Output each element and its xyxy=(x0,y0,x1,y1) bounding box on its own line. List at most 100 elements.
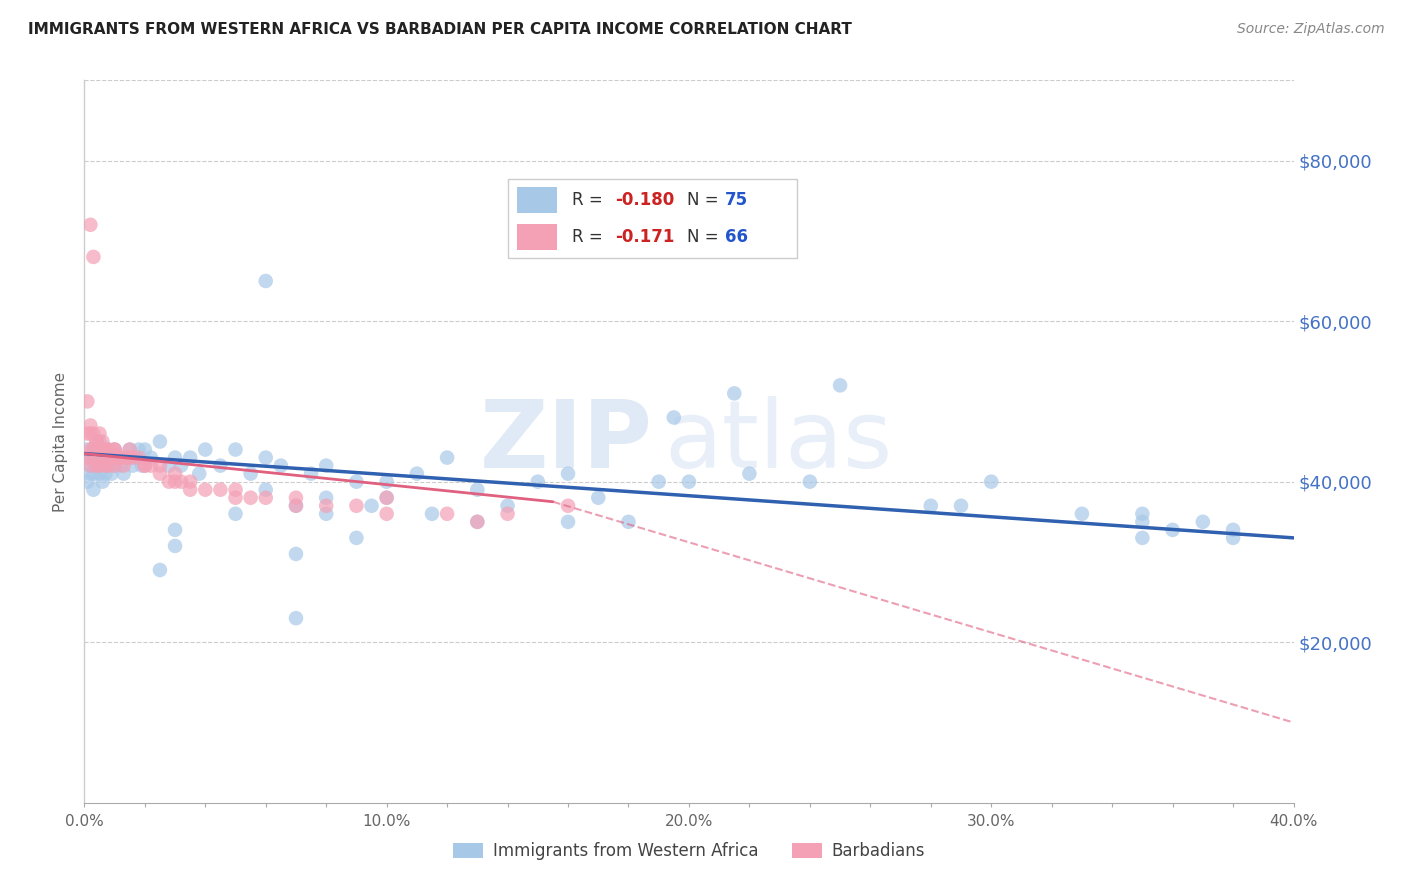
Point xyxy=(86,442,108,457)
Point xyxy=(82,426,104,441)
Point xyxy=(239,467,262,481)
Point xyxy=(104,442,127,457)
FancyBboxPatch shape xyxy=(508,179,797,258)
Point xyxy=(79,450,101,465)
Point xyxy=(76,426,98,441)
Point xyxy=(94,458,117,473)
Point xyxy=(467,483,489,497)
Point xyxy=(79,458,101,473)
Point xyxy=(115,450,138,465)
Point xyxy=(980,475,1002,489)
Point xyxy=(299,467,322,481)
Point xyxy=(557,499,579,513)
Point xyxy=(225,483,247,497)
Point xyxy=(1192,515,1215,529)
Point xyxy=(157,458,180,473)
Point xyxy=(375,475,398,489)
Point xyxy=(139,450,162,465)
Point xyxy=(110,450,132,465)
Point xyxy=(179,475,201,489)
Point xyxy=(375,491,398,505)
Point xyxy=(76,394,98,409)
Point xyxy=(285,499,308,513)
Point xyxy=(110,458,132,473)
Text: IMMIGRANTS FROM WESTERN AFRICA VS BARBADIAN PER CAPITA INCOME CORRELATION CHART: IMMIGRANTS FROM WESTERN AFRICA VS BARBAD… xyxy=(28,22,852,37)
Text: ZIP: ZIP xyxy=(479,395,652,488)
Point xyxy=(89,467,111,481)
Point xyxy=(436,507,458,521)
Point xyxy=(165,450,187,465)
Point xyxy=(1222,531,1244,545)
Point xyxy=(406,467,429,481)
Point xyxy=(225,442,247,457)
Point xyxy=(346,499,368,513)
Text: -0.171: -0.171 xyxy=(614,227,675,246)
Point xyxy=(1071,507,1094,521)
Text: atlas: atlas xyxy=(665,395,893,488)
Point xyxy=(170,458,193,473)
Point xyxy=(254,450,277,465)
Point xyxy=(89,426,111,441)
Point xyxy=(134,442,156,457)
Point xyxy=(107,450,129,465)
Point xyxy=(97,458,120,473)
Point xyxy=(97,458,120,473)
Point xyxy=(360,499,382,513)
Point xyxy=(285,547,308,561)
Point xyxy=(436,450,458,465)
Point xyxy=(91,442,114,457)
Point xyxy=(97,442,120,457)
Bar xyxy=(517,224,557,251)
Point xyxy=(104,458,127,473)
Point xyxy=(125,450,148,465)
Point xyxy=(285,611,308,625)
Point xyxy=(79,442,101,457)
Point xyxy=(97,442,120,457)
Point xyxy=(118,442,141,457)
Point xyxy=(420,507,443,521)
Point xyxy=(149,467,172,481)
Point xyxy=(375,507,398,521)
Text: N =: N = xyxy=(688,227,724,246)
Point xyxy=(79,458,101,473)
Point xyxy=(315,491,337,505)
Point xyxy=(165,539,187,553)
Point xyxy=(121,458,143,473)
Point xyxy=(496,499,519,513)
Point xyxy=(118,450,141,465)
Point xyxy=(79,418,101,433)
Bar xyxy=(517,187,557,213)
Point xyxy=(285,499,308,513)
Point xyxy=(527,475,550,489)
Point xyxy=(1130,515,1153,529)
Point xyxy=(170,475,193,489)
Point xyxy=(617,515,640,529)
Point xyxy=(100,450,122,465)
Point xyxy=(100,450,122,465)
Point xyxy=(79,467,101,481)
Point xyxy=(738,467,761,481)
Point xyxy=(346,475,368,489)
Point xyxy=(94,467,117,481)
Point xyxy=(588,491,610,505)
Point xyxy=(89,450,111,465)
Point xyxy=(1130,507,1153,521)
Point xyxy=(194,442,217,457)
Point xyxy=(91,458,114,473)
Point xyxy=(112,458,135,473)
Point xyxy=(165,475,187,489)
Point xyxy=(82,467,104,481)
Point xyxy=(112,467,135,481)
Point xyxy=(100,467,122,481)
Point xyxy=(94,450,117,465)
Point xyxy=(110,450,132,465)
Point xyxy=(79,426,101,441)
Point xyxy=(209,483,232,497)
Point xyxy=(91,450,114,465)
Point xyxy=(179,450,201,465)
Point xyxy=(149,458,172,473)
Point xyxy=(678,475,700,489)
Point xyxy=(467,515,489,529)
Point xyxy=(194,483,217,497)
Point xyxy=(467,515,489,529)
